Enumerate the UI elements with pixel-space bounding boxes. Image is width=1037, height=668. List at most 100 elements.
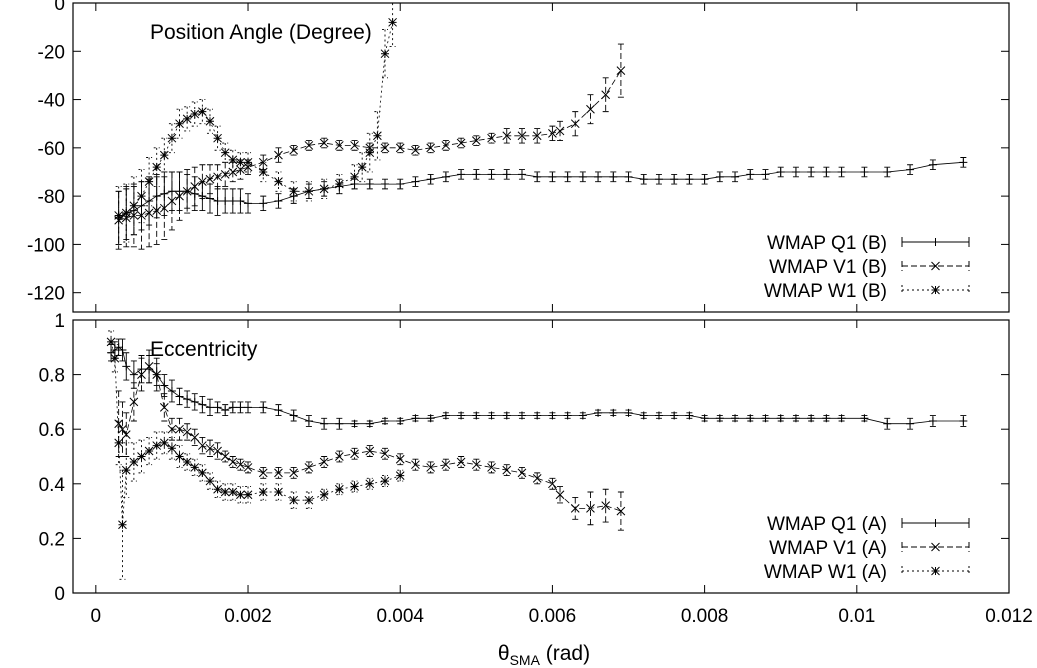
data-point-wmap-q1-a (670, 411, 679, 420)
legend-line-wmap-w1-a (901, 566, 970, 576)
data-point-wmap-q1-b (639, 175, 648, 184)
data-point-wmap-v1-b (220, 170, 230, 179)
error-bar-wmap-w1-b (184, 106, 191, 132)
data-point-wmap-v1-b (586, 104, 595, 114)
error-bar-wmap-w1-b (146, 157, 153, 207)
data-point-wmap-v1-b (426, 143, 436, 153)
data-point-wmap-v1-b (532, 131, 542, 141)
error-bar-wmap-w1-a (237, 486, 244, 504)
error-bar-wmap-v1-a (587, 491, 594, 526)
data-point-wmap-w1-a (274, 487, 283, 497)
error-bar-wmap-v1-a (153, 357, 160, 392)
data-point-wmap-q1-a (624, 408, 633, 417)
error-bar-wmap-w1-a (184, 453, 191, 471)
legend-label-wmap-w1-b: WMAP W1 (B) (764, 281, 887, 302)
data-point-wmap-w1-b (274, 177, 283, 186)
data-point-wmap-w1-a (365, 479, 375, 489)
data-point-wmap-w1-a (106, 337, 116, 347)
eccentricity-panel: 0 0.2 0.4 0.6 0.8 1 0 0.002 0.004 0.006 0.008 0.01 0… (39, 311, 1033, 627)
data-point-wmap-w1-b (121, 208, 131, 218)
data-point-wmap-q1-a (365, 419, 374, 428)
error-bar-wmap-w1-b (214, 125, 221, 151)
data-point-wmap-v1-a (548, 479, 557, 489)
legend-line-wmap-v1-b (901, 261, 970, 271)
data-point-wmap-q1-a (221, 406, 230, 415)
data-point-wmap-w1-b (365, 148, 375, 158)
data-point-wmap-w1-a (213, 484, 222, 494)
data-point-wmap-q1-b (883, 167, 892, 176)
data-point-wmap-w1-b (137, 191, 146, 201)
data-point-wmap-w1-b (236, 157, 245, 167)
data-point-wmap-q1-b (441, 172, 450, 181)
data-point-wmap-w1-b (152, 162, 162, 172)
error-bar-wmap-v1-b (199, 164, 206, 199)
data-point-wmap-v1-b (205, 174, 215, 184)
error-bar-wmap-w1-b (222, 142, 229, 163)
error-bar-wmap-w1-a (260, 483, 267, 501)
error-bar-wmap-w1-b (260, 161, 267, 183)
data-point-wmap-q1-a (259, 403, 268, 412)
data-point-wmap-w1-a (159, 438, 169, 448)
data-point-wmap-v1-a (601, 501, 611, 510)
data-point-wmap-q1-a (837, 414, 846, 423)
data-point-wmap-w1-b (129, 201, 139, 211)
error-bar-wmap-v1-a (214, 442, 221, 460)
data-point-wmap-v1-b (304, 141, 314, 150)
error-bar-wmap-w1-b (153, 147, 160, 187)
data-point-wmap-v1-a (456, 457, 466, 467)
data-point-wmap-q1-b (381, 180, 389, 189)
eccentricity-plot-frame (72, 319, 1010, 594)
data-point-wmap-q1-a (517, 411, 526, 420)
x-tick-label: 0.008 (681, 606, 729, 627)
data-point-wmap-v1-b (167, 196, 177, 206)
data-point-wmap-v1-a (167, 424, 177, 434)
eccentricity-ytick-label: 0.2 (39, 529, 65, 550)
error-bar-wmap-w1-a (111, 344, 118, 373)
data-point-wmap-v1-b (350, 141, 359, 150)
data-point-wmap-w1-b (167, 133, 177, 143)
data-point-wmap-w1-a (118, 520, 127, 530)
data-point-wmap-q1-a (205, 403, 214, 412)
error-bar-wmap-w1-b (305, 181, 312, 202)
data-point-wmap-v1-a (350, 449, 359, 459)
data-point-wmap-q1-a (685, 411, 694, 420)
error-bar-wmap-w1-a (153, 431, 160, 460)
data-point-wmap-v1-b (319, 138, 329, 148)
legend-marker-wmap-q1-b (931, 238, 940, 246)
data-point-wmap-q1-b (236, 196, 245, 205)
data-point-wmap-q1-a (122, 362, 131, 371)
eccentricity-marks (106, 330, 968, 580)
series-wmap-w1-a (106, 330, 405, 580)
data-point-wmap-w1-a (228, 487, 238, 497)
data-point-wmap-q1-b (928, 160, 937, 169)
error-bar-wmap-v1-b (617, 43, 624, 98)
data-point-wmap-q1-a (304, 417, 313, 426)
data-point-wmap-w1-b (243, 157, 253, 167)
data-point-wmap-v1-a (152, 370, 162, 379)
data-point-wmap-v1-a (205, 443, 215, 453)
x-tick-label: 0 (91, 606, 102, 627)
data-point-wmap-q1-a (335, 419, 344, 428)
data-point-wmap-q1-b (563, 172, 572, 181)
data-point-wmap-v1-b (258, 157, 268, 167)
data-point-wmap-v1-a (137, 370, 146, 379)
x-axis-label-sub: SMA (510, 652, 541, 668)
data-point-wmap-q1-b (860, 167, 869, 176)
data-point-wmap-v1-b (213, 172, 222, 182)
data-point-wmap-v1-a (471, 460, 481, 470)
data-point-wmap-q1-a (411, 414, 420, 423)
data-point-wmap-q1-b (731, 172, 740, 181)
data-point-wmap-q1-b (594, 172, 603, 181)
data-point-wmap-w1-a (198, 468, 207, 478)
data-point-wmap-v1-a (274, 468, 283, 478)
data-point-wmap-v1-b (395, 143, 405, 153)
data-point-wmap-w1-b (205, 116, 215, 126)
data-point-wmap-q1-a (700, 414, 709, 423)
data-point-wmap-v1-b (182, 186, 192, 196)
data-point-wmap-w1-a (243, 490, 253, 500)
data-point-wmap-w1-b (334, 179, 344, 189)
data-point-wmap-w1-a (190, 463, 200, 472)
data-point-wmap-w1-a (334, 484, 344, 494)
error-bar-wmap-w1-b (275, 171, 282, 192)
legend-line-wmap-w1-b (901, 285, 970, 295)
